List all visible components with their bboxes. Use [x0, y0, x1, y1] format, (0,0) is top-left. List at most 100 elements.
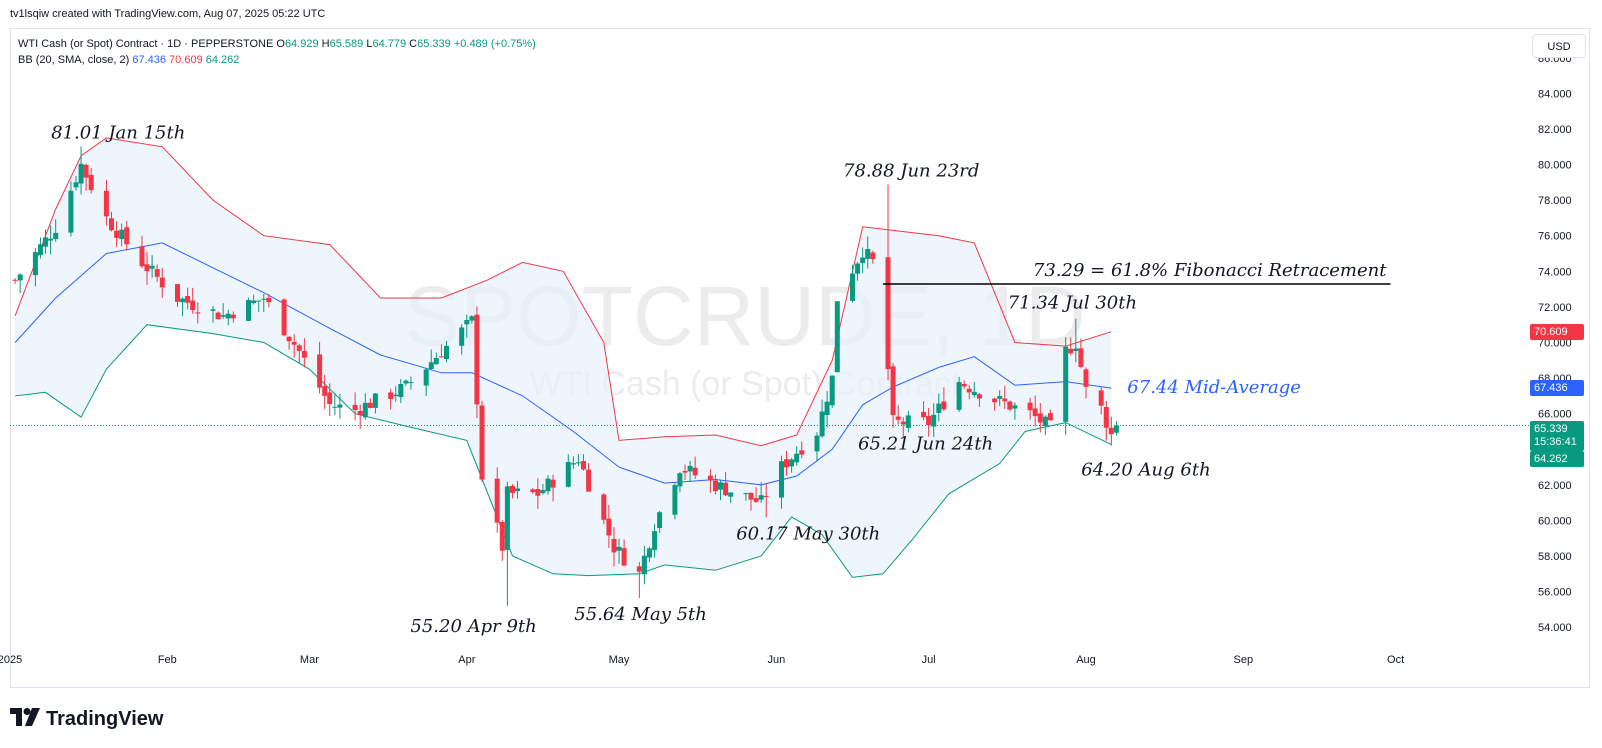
candle: [647, 546, 652, 563]
annotation-label: 55.20 Apr 9th: [410, 616, 536, 637]
candle: [1083, 367, 1089, 399]
y-tick-label: 62.000: [1538, 480, 1572, 492]
candle: [652, 524, 658, 558]
bb-label[interactable]: BB (20, SMA, close, 2): [18, 54, 130, 66]
candle: [855, 262, 861, 281]
candle: [1037, 403, 1043, 433]
candle: [175, 283, 180, 307]
candle: [362, 393, 368, 420]
candle: [139, 235, 145, 269]
candle: [38, 237, 43, 259]
y-tick-label: 76.000: [1538, 231, 1572, 243]
candle: [682, 464, 688, 480]
y-tick-label: 70.000: [1538, 338, 1572, 350]
candle: [281, 298, 287, 337]
candle: [1113, 420, 1119, 436]
candle: [286, 336, 292, 350]
x-tick-label: Sep: [1234, 654, 1254, 666]
candle: [296, 343, 302, 364]
y-tick-label: 56.000: [1538, 587, 1572, 599]
candle: [992, 397, 998, 411]
candle: [850, 264, 855, 303]
candle: [956, 376, 962, 412]
lower-band-line: [15, 324, 1112, 578]
tradingview-logo[interactable]: TradingView: [10, 706, 163, 732]
candle: [890, 363, 896, 428]
candle: [444, 340, 449, 363]
band-fill: [15, 137, 1112, 578]
chart-legend: WTI Cash (or Spot) Contract · 1D · PEPPE…: [18, 36, 536, 68]
price-axis[interactable]: 86.00084.00082.00080.00078.00076.00074.0…: [1538, 53, 1572, 634]
y-tick-label: 54.000: [1538, 622, 1572, 634]
candle: [1073, 318, 1079, 363]
y-tick-label: 60.000: [1538, 515, 1572, 527]
candle: [641, 545, 647, 585]
candle: [941, 387, 947, 412]
candle: [931, 403, 937, 438]
candle: [535, 478, 541, 509]
candle: [256, 300, 262, 312]
chart-frame: [10, 28, 1590, 688]
candle: [824, 391, 830, 428]
candle: [357, 404, 363, 430]
annotation-label: 81.01 Jan 15th: [51, 123, 185, 144]
bb-lower-value: 64.262: [205, 54, 240, 66]
candle: [885, 184, 891, 381]
candle: [814, 432, 820, 462]
time-axis[interactable]: 2025 Feb Mar Apr May Jun Jul Aug Sep Oct: [0, 654, 1404, 666]
close-value: 65.339: [417, 38, 451, 50]
annotation-label: 64.20 Aug 6th: [1081, 460, 1210, 481]
candle: [905, 410, 911, 433]
candle: [997, 390, 1003, 407]
candle: [961, 380, 967, 389]
candle: [789, 458, 795, 473]
lower-band-price-tag: 64.262: [1530, 451, 1584, 467]
bb-mid-value: 67.436: [132, 54, 166, 66]
candle: [1078, 338, 1084, 369]
candle: [718, 479, 723, 501]
candle: [246, 297, 251, 321]
x-tick-label: Jul: [922, 654, 936, 666]
candle: [510, 484, 515, 499]
mid-band-price-tag: 67.436: [1530, 380, 1584, 396]
candle: [195, 302, 201, 324]
instrument-name[interactable]: WTI Cash (or Spot) Contract · 1D · PEPPE…: [18, 38, 274, 50]
candle: [515, 481, 520, 499]
candle: [180, 297, 186, 317]
candle: [895, 405, 901, 425]
candle: [971, 382, 977, 398]
candle: [1042, 415, 1048, 436]
currency-button[interactable]: USD: [1532, 34, 1586, 58]
candle: [403, 379, 409, 386]
candle: [611, 527, 617, 567]
candle: [687, 460, 693, 482]
high-label: H: [321, 38, 330, 50]
candle: [301, 338, 307, 368]
candle: [438, 344, 444, 358]
candle: [1098, 387, 1104, 415]
candle: [1063, 337, 1069, 435]
candle: [393, 386, 399, 402]
bb-upper-value: 70.609: [169, 54, 203, 66]
candle: [926, 407, 932, 437]
candle: [109, 211, 114, 232]
candle: [185, 287, 191, 310]
candle: [119, 223, 125, 247]
candle: [1103, 400, 1109, 441]
candle: [32, 248, 38, 287]
x-tick-label: Mar: [300, 654, 319, 666]
candle: [575, 454, 581, 467]
candle: [550, 474, 556, 502]
candle: [266, 293, 272, 308]
candle: [408, 376, 414, 390]
candle: [601, 493, 607, 525]
candle: [474, 306, 480, 419]
candle: [210, 306, 216, 323]
candle: [423, 368, 429, 397]
candle: [1047, 409, 1053, 422]
annotation-label: 78.88 Jun 23rd: [843, 161, 979, 182]
candle: [48, 225, 54, 255]
change-value: +0.489 (+0.75%): [453, 38, 536, 50]
candle: [976, 392, 982, 408]
